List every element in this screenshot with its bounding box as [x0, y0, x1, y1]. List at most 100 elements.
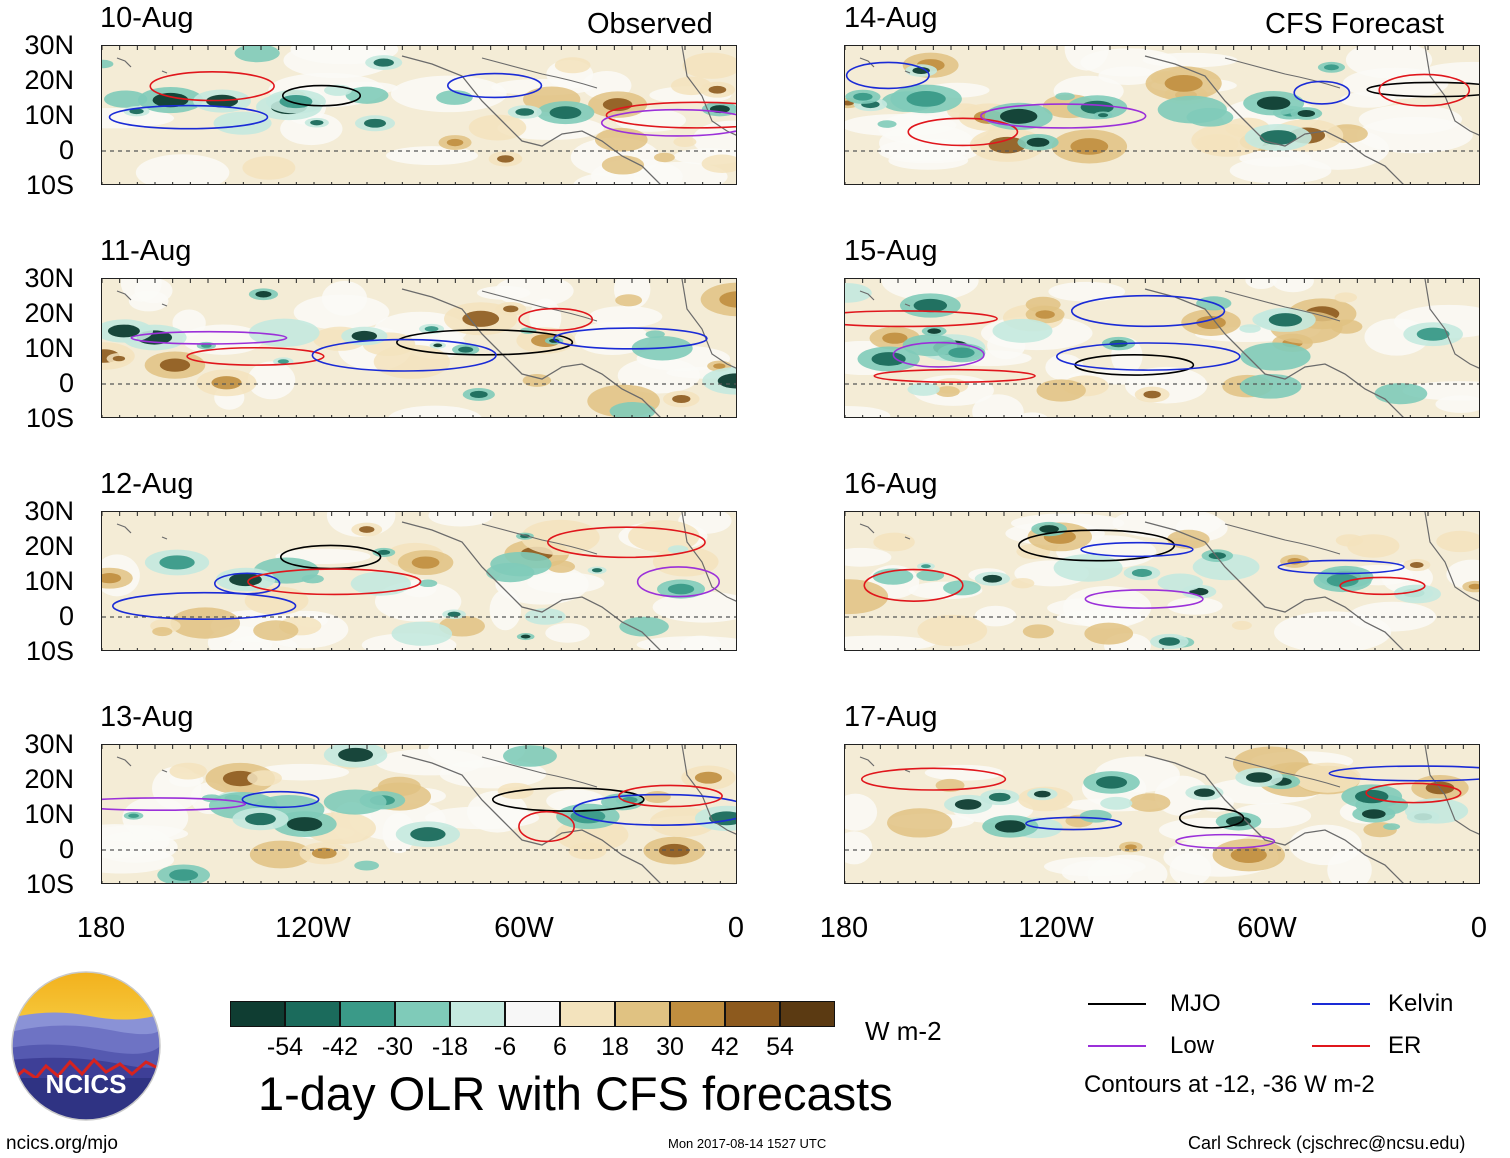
olr-negative-core — [948, 347, 975, 359]
coastline-caribbean — [481, 756, 598, 788]
forecast-label: CFS Forecast — [1265, 8, 1444, 40]
olr-negative-blob — [1239, 324, 1261, 333]
olr-positive-blob — [845, 579, 889, 615]
colorbar-units: W m-2 — [865, 1016, 942, 1046]
coastline-caribbean — [1224, 290, 1341, 322]
olr-negative-blob — [1053, 554, 1123, 582]
colorbar-swatch — [670, 1001, 725, 1027]
olr-positive-core — [503, 305, 519, 313]
olr-positive-blob — [887, 808, 953, 838]
contour-er — [907, 117, 1019, 147]
olr-negative-blob — [609, 402, 656, 417]
olr-negative-blob — [248, 318, 320, 347]
olr-positive-blob — [1334, 292, 1358, 303]
contour-kelvin — [1055, 342, 1241, 371]
contour-kelvin — [1293, 80, 1351, 105]
olr-positive-blob — [169, 762, 207, 780]
olr-neutral-patch — [1169, 852, 1212, 883]
coastline-caribbean — [481, 57, 598, 89]
olr-negative-core — [169, 869, 199, 881]
coastline-americas — [1144, 754, 1404, 883]
contour-er — [518, 307, 594, 332]
olr-neutral-patch — [134, 279, 173, 304]
olr-positive-core — [311, 847, 337, 859]
coastline-africa — [1424, 46, 1479, 136]
footer-timestamp: Mon 2017-08-14 1527 UTC — [668, 1136, 827, 1151]
olr-positive-blob — [1129, 793, 1171, 812]
olr-negative-blob — [486, 562, 535, 583]
olr-positive-blob — [521, 519, 600, 556]
coastline-hawaii — [116, 290, 168, 307]
contour-er — [546, 526, 706, 559]
coastline-africa — [681, 745, 736, 835]
coastline-hawaii — [116, 756, 168, 773]
coastline-americas — [401, 521, 661, 650]
olr-positive-blob — [1347, 534, 1400, 558]
olr-neutral-patch — [1087, 854, 1168, 883]
olr-negative-core — [1026, 137, 1050, 147]
olr-neutral-patch — [1045, 354, 1084, 381]
olr-positive-blob — [1022, 624, 1054, 639]
olr-neutral-patch — [845, 635, 936, 650]
contour-kelvin — [1080, 541, 1194, 558]
colorbar-label: -6 — [493, 1033, 517, 1061]
contour-mjo — [491, 787, 645, 812]
olr-negative-core — [229, 573, 262, 587]
olr-positive-core — [1035, 310, 1055, 319]
olr-negative-core — [1245, 772, 1273, 783]
olr-negative-core — [1131, 568, 1153, 577]
contour-low — [980, 103, 1147, 129]
olr-negative-core — [1193, 788, 1215, 797]
olr-negative-core — [927, 328, 941, 334]
contour-er — [860, 767, 1007, 791]
olr-negative-core — [363, 118, 387, 128]
olr-neutral-patch — [135, 154, 230, 184]
contour-kelvin — [311, 338, 497, 372]
olr-negative-blob — [1239, 373, 1302, 399]
olr-negative-blob — [503, 745, 557, 767]
observed-label: Observed — [587, 8, 713, 40]
olr-negative-core — [1256, 96, 1291, 110]
olr-negative-core — [1259, 130, 1297, 145]
olr-positive-core — [719, 291, 736, 308]
olr-positive-blob — [1011, 578, 1035, 589]
olr-neutral-patch — [1327, 849, 1372, 883]
olr-neutral-patch — [845, 831, 873, 865]
olr-neutral-patch — [845, 406, 891, 417]
olr-positive-blob — [1084, 622, 1134, 645]
olr-negative-blob — [1383, 823, 1401, 830]
olr-negative-core — [871, 352, 906, 366]
panel-title-14aug: 14-Aug — [844, 2, 938, 34]
olr-positive-core — [1124, 844, 1137, 850]
olr-negative-core — [988, 792, 1011, 802]
olr-neutral-patch — [102, 846, 175, 874]
coastline-africa — [1424, 512, 1479, 602]
contour-kelvin — [1025, 816, 1123, 831]
olr-negative-blob — [418, 579, 438, 588]
olr-negative-blob — [992, 318, 1053, 343]
olr-negative-blob — [1374, 383, 1428, 405]
olr-positive-core — [1070, 138, 1109, 155]
olr-neutral-patch — [974, 605, 1017, 627]
olr-positive-core — [1143, 390, 1161, 399]
y-tick-label: 30N — [24, 30, 74, 60]
y-tick-label: 20N — [24, 531, 74, 561]
olr-positive-core — [672, 394, 691, 404]
olr-neutral-patch — [574, 321, 650, 356]
olr-negative-core — [515, 108, 535, 116]
olr-negative-core — [255, 291, 272, 298]
contour-er — [863, 568, 964, 602]
x-tick-left-120w: 120W — [275, 912, 351, 944]
olr-negative-core — [982, 574, 1003, 583]
contour-er — [1339, 576, 1426, 596]
olr-negative-core — [424, 326, 439, 332]
contour-er — [618, 784, 723, 808]
olr-positive-blob — [1191, 123, 1265, 157]
panel-title-15aug: 15-Aug — [844, 235, 938, 267]
olr-positive-core — [1468, 583, 1479, 590]
contour-low — [892, 341, 985, 368]
y-tick-label: 10S — [25, 636, 74, 666]
contour-low — [130, 330, 288, 345]
panel-title-12aug: 12-Aug — [100, 468, 194, 500]
olr-negative-core — [921, 564, 931, 569]
